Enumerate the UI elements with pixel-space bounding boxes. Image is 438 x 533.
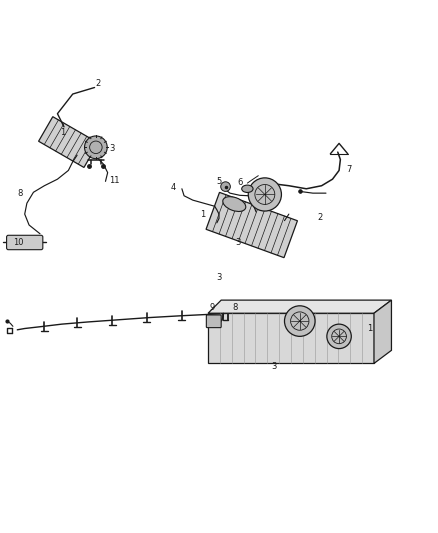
- Polygon shape: [208, 313, 374, 364]
- FancyBboxPatch shape: [206, 315, 221, 328]
- Text: 3: 3: [272, 361, 277, 370]
- Text: 11: 11: [109, 175, 120, 184]
- Circle shape: [285, 306, 315, 336]
- Circle shape: [248, 178, 282, 211]
- Text: 3: 3: [109, 144, 114, 153]
- Polygon shape: [374, 300, 392, 364]
- Text: 2: 2: [96, 79, 101, 88]
- Text: 1: 1: [367, 324, 373, 333]
- Text: 6: 6: [238, 178, 243, 187]
- Text: 2: 2: [317, 213, 322, 222]
- Polygon shape: [208, 300, 392, 313]
- Polygon shape: [206, 192, 297, 257]
- Ellipse shape: [223, 197, 246, 212]
- Text: 8: 8: [17, 189, 23, 198]
- Text: 1: 1: [200, 211, 205, 220]
- Text: 5: 5: [216, 177, 221, 186]
- Text: 7: 7: [346, 165, 352, 174]
- Text: 8: 8: [232, 303, 237, 312]
- Circle shape: [327, 324, 351, 349]
- Circle shape: [85, 136, 107, 159]
- Text: 3: 3: [216, 273, 222, 282]
- Text: 1: 1: [60, 127, 65, 136]
- FancyBboxPatch shape: [7, 235, 43, 249]
- Text: 10: 10: [13, 238, 23, 247]
- Text: 9: 9: [209, 303, 215, 312]
- Text: 4: 4: [171, 182, 176, 191]
- Circle shape: [221, 182, 230, 191]
- Ellipse shape: [242, 185, 253, 192]
- Text: 3: 3: [236, 238, 241, 247]
- Polygon shape: [39, 117, 98, 167]
